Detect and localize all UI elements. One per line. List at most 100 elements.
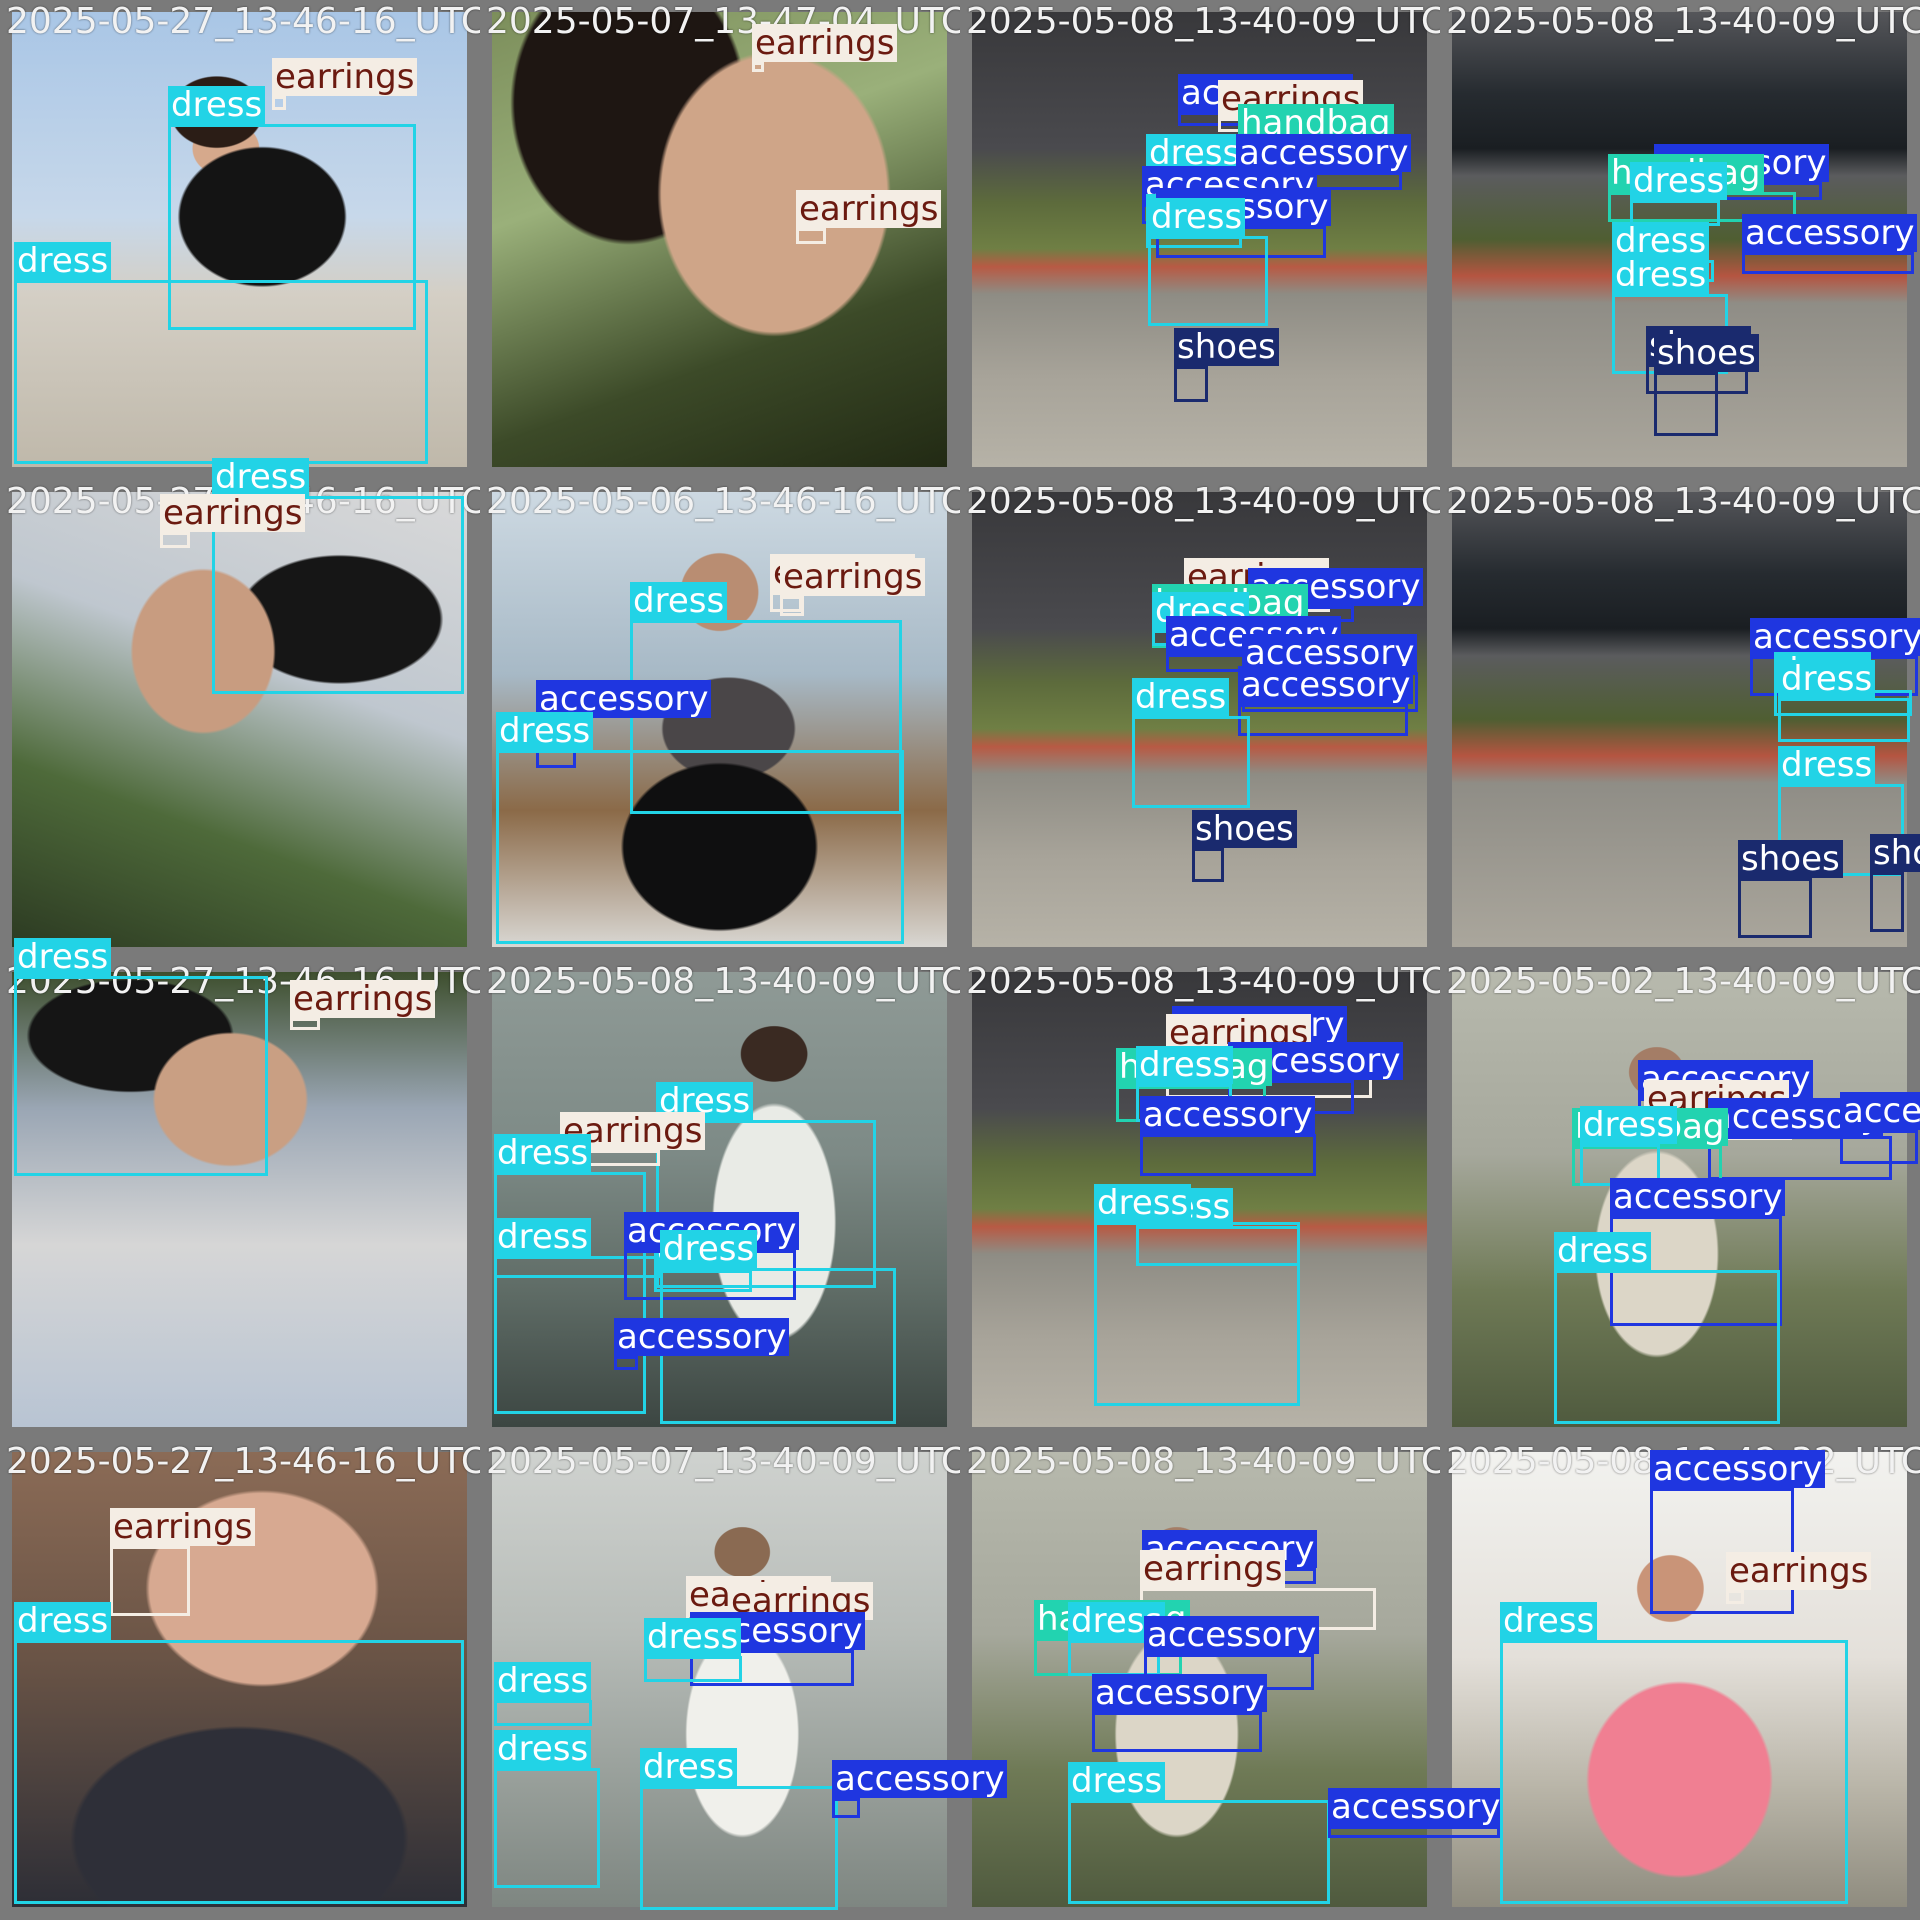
earrings-bounding-box [1726,1590,1744,1604]
tile-filename: 2025-05-08_13-40-09_UTC_1.jpg [966,481,1440,522]
tile-filename: 2025-05-02_13-40-09_UTC_1.jpg [1446,961,1920,1002]
dress-label: dress [494,1662,592,1700]
dress-label: dress [1068,1762,1166,1800]
dress-bounding-box [212,496,464,694]
earrings-label: earrings [110,1508,256,1546]
accessory-label: accessory [1144,1616,1320,1654]
dress-bounding-box [1068,1800,1330,1904]
dress-label: dress [494,1730,592,1768]
accessory-label: accessory [1236,134,1412,172]
dress-bounding-box [168,124,416,330]
dress-label: dress [14,938,112,976]
earrings-bounding-box [796,228,826,244]
accessory-label: accessory [832,1760,1008,1798]
dress-bounding-box [1500,1640,1848,1904]
dress-label: dress [14,242,112,280]
accessory-label: accessory [1092,1674,1268,1712]
shoes-bounding-box [1654,372,1718,436]
dress-label: dress [1612,256,1710,294]
dress-label: dress [1136,1046,1234,1084]
dress-bounding-box [494,1700,592,1726]
mosaic-tile: 2025-05-27_13-46-16_UTC_1.jpg [0,960,480,1440]
earrings-bounding-box [780,596,804,616]
accessory-label: accessory [1140,1096,1316,1134]
dress-bounding-box [1132,716,1250,808]
shoes-bounding-box [1192,848,1224,882]
accessory-label: accessory [1650,1450,1826,1488]
dress-label: dress [1778,660,1876,698]
accessory-label: accessory [1750,618,1920,656]
earrings-label: earrings [272,58,418,96]
shoes-label: shoes [1174,328,1279,366]
earrings-label: earrings [1726,1552,1872,1590]
dress-label: dress [1148,198,1246,236]
accessory-label: accessory [1238,666,1414,704]
earrings-label: earrings [796,190,942,228]
shoes-bounding-box [1174,366,1208,402]
accessory-bounding-box [1742,252,1914,274]
shoes-label: shoes [1654,334,1759,372]
shoes-bounding-box [1738,878,1812,938]
shoes-label: shoes [1738,840,1843,878]
mosaic-tile: 2025-05-08_13-40-09_UTC_1.jpg [960,1440,1440,1920]
dress-bounding-box [496,750,904,944]
dress-label: dress [1580,1106,1678,1144]
earrings-label: earrings [1140,1550,1286,1588]
mosaic-tile: 2025-05-02_13-40-09_UTC_1.jpg [1440,960,1920,1440]
dress-label: dress [630,582,728,620]
dress-label: dress [1146,134,1244,172]
dress-label: dress [1094,1184,1192,1222]
accessory-bounding-box [690,1650,854,1686]
dress-label: dress [640,1748,738,1786]
accessory-label: accessory [1742,214,1918,252]
accessory-bounding-box [1238,704,1408,736]
accessory-bounding-box [832,1798,860,1818]
earrings-label: earrings [752,24,898,62]
dress-bounding-box [644,1656,742,1682]
dress-label: dress [1132,678,1230,716]
dress-label: dress [14,1602,112,1640]
accessory-label: accessory [1610,1178,1786,1216]
dress-bounding-box [654,1270,752,1292]
dress-bounding-box [1148,236,1268,326]
accessory-bounding-box [1092,1712,1262,1752]
dress-bounding-box [640,1786,838,1910]
accessory-bounding-box [1708,1136,1892,1180]
tile-filename: 2025-05-08_13-40-09_UTC_1.jpg [1446,481,1920,522]
shoes-bounding-box [1870,872,1904,932]
tile-filename: 2025-05-27_13-46-16_UTC_1.jpg [6,1441,480,1482]
earrings-bounding-box [752,62,764,72]
dress-label: dress [1500,1602,1598,1640]
accessory-bounding-box [614,1356,638,1370]
tile-filename: 2025-05-08_13-40-09_UTC_1.jpg [486,961,960,1002]
mosaic-tile: 2025-05-07_13-47-04_UTC_1.jpg [480,0,960,480]
shoes-label: shoes [1870,834,1920,872]
shoes-label: shoes [1192,810,1297,848]
tile-filename: 2025-05-07_13-40-09_UTC_1.jpg [486,1441,960,1482]
dress-label: dress [1630,162,1728,200]
accessory-label: accessory [614,1318,790,1356]
dress-bounding-box [494,1768,600,1888]
dress-label: dress [494,1218,592,1256]
dress-label: dress [496,712,594,750]
dress-label: dress [660,1230,758,1268]
dress-bounding-box [14,280,428,464]
tile-photo [1452,1452,1907,1907]
dress-label: dress [494,1134,592,1172]
earrings-bounding-box [160,532,190,548]
earrings-label: earrings [290,980,436,1018]
dress-bounding-box [656,1120,876,1288]
tile-filename: 2025-05-08_13-40-09_UTC_1.jpg [966,1,1440,42]
tile-photo [492,12,947,467]
accessory-bounding-box [1840,1130,1918,1164]
accessory-label: accessory [1328,1788,1504,1826]
dress-bounding-box [1554,1270,1780,1424]
accessory-bounding-box [1328,1826,1500,1838]
earrings-label: earrings [780,558,926,596]
earrings-bounding-box [272,96,286,110]
tile-filename: 2025-05-08_13-40-09_UTC_1.jpg [1446,1,1920,42]
dress-bounding-box [1778,698,1910,742]
earrings-bounding-box [110,1546,190,1616]
dress-label: dress [1778,746,1876,784]
